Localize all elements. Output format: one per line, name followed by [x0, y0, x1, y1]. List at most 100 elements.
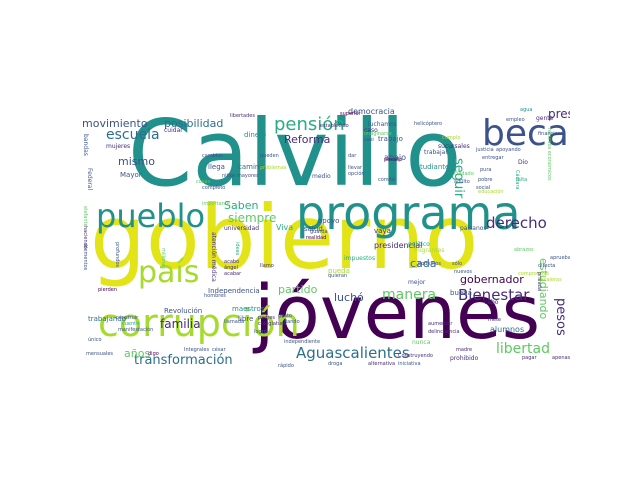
word: privada — [536, 272, 542, 291]
word: compromiso — [518, 271, 549, 277]
word-cloud: Calvillo gobierno jóvenes programa corru… — [78, 108, 570, 378]
word: financieros — [538, 131, 566, 137]
word: digo — [148, 351, 159, 357]
word: adulto — [454, 179, 470, 185]
word: posibilidad — [164, 117, 224, 130]
word: falta — [516, 177, 528, 183]
word: padres — [258, 315, 276, 321]
word: Construyendo — [398, 353, 433, 359]
word: apenas — [552, 355, 570, 361]
word: llamada — [224, 319, 245, 325]
word: presupuesto — [548, 108, 570, 121]
word: salud — [304, 225, 323, 233]
word: social — [476, 185, 491, 191]
word: Revolución — [164, 307, 203, 315]
word: luchó — [334, 291, 364, 304]
word: universidad — [224, 225, 260, 232]
word: democracia — [348, 108, 395, 116]
word: sólo — [452, 261, 463, 267]
word: jóvenes — [254, 270, 541, 356]
word: cuidar — [164, 127, 183, 134]
word: imaginarse — [364, 131, 392, 137]
word: años — [124, 347, 151, 360]
word: justicia — [476, 147, 494, 153]
word: Integrales — [184, 347, 210, 353]
word: educación — [478, 189, 504, 195]
word: cosas — [196, 179, 211, 185]
word: ángel — [224, 265, 238, 271]
word: aprueba — [550, 255, 570, 261]
word: medio — [312, 173, 331, 180]
word: agua — [520, 108, 533, 113]
word: Viva — [276, 223, 294, 232]
word: cada — [410, 257, 437, 270]
word: siempre — [228, 211, 277, 225]
word: derecho — [486, 214, 547, 232]
word: prohibido — [450, 355, 479, 362]
word: programa — [296, 186, 521, 240]
word: empleo — [506, 117, 525, 123]
word: dinero — [244, 131, 267, 139]
word: llamo — [260, 263, 274, 269]
word: partido — [278, 283, 318, 296]
word: apoyando — [496, 147, 521, 153]
word: Mayor — [120, 171, 142, 179]
word: pobre — [478, 177, 493, 183]
word: elefante — [82, 206, 88, 227]
word: abrazos — [514, 247, 534, 253]
word: Aguascalientes — [296, 344, 410, 362]
word: madre — [456, 347, 473, 353]
word: rápido — [278, 363, 294, 369]
word: dando — [284, 319, 300, 325]
word: cumplo — [442, 135, 461, 141]
word: paisanos — [460, 225, 487, 232]
word: Dio — [518, 159, 528, 166]
word: escuela — [106, 127, 160, 143]
word: mujeres — [106, 143, 131, 150]
word: colegiatura — [258, 321, 287, 327]
word: cuidado — [454, 171, 474, 177]
word: Independencia — [208, 287, 260, 295]
word: luchamos — [368, 121, 397, 128]
word: sucursales — [438, 143, 470, 150]
word: mismo — [118, 155, 155, 168]
word: Calvillo — [128, 108, 462, 207]
word: construir — [116, 315, 139, 321]
word: Reforma — [284, 133, 331, 146]
word: iniciativa — [398, 361, 421, 367]
word: superior — [340, 111, 361, 117]
word: cabo — [484, 299, 499, 306]
word: vaya — [374, 227, 391, 235]
word: entregar — [482, 155, 504, 161]
word: helicóptero — [414, 121, 443, 127]
word: establecido — [320, 123, 349, 129]
word: movimiento — [82, 117, 148, 130]
word: pueden — [260, 153, 279, 159]
word: impuestos — [344, 255, 376, 262]
word: problemas — [260, 165, 287, 171]
word: buena — [450, 289, 472, 297]
word: mejor — [408, 279, 426, 286]
word: único — [88, 337, 102, 343]
word: apoyo — [318, 217, 340, 225]
word: camino — [238, 163, 264, 171]
word: manifestación — [118, 327, 154, 333]
word: trabajar — [424, 149, 448, 156]
word: Bienestar — [458, 286, 530, 304]
word: mensuales — [86, 351, 114, 357]
word: pueda — [328, 267, 350, 275]
word: guarda — [310, 229, 328, 235]
word: opción — [348, 171, 365, 177]
word: abajo — [384, 153, 406, 162]
word: completo — [202, 185, 226, 191]
word: estudiante — [412, 163, 450, 171]
word: pagar — [522, 355, 537, 361]
word: gobernador — [460, 273, 524, 286]
word: llega — [208, 163, 225, 171]
word: ideas — [234, 242, 240, 256]
word: familia — [160, 317, 201, 331]
word: manera — [382, 287, 437, 303]
word: transformación — [134, 353, 233, 368]
word: logró — [254, 329, 267, 335]
